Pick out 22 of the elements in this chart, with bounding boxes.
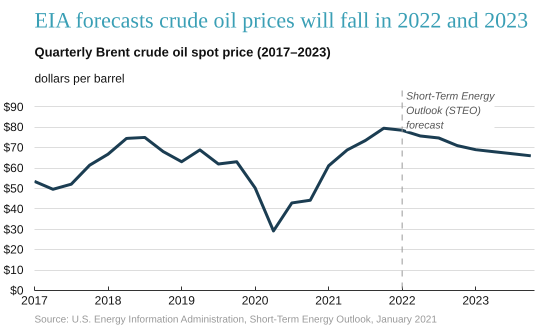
x-tick-label: 2017 bbox=[21, 294, 48, 308]
ref-line-label: Short-Term Energy Outlook (STEO) forecast bbox=[406, 90, 496, 132]
x-tick-label: 2020 bbox=[242, 294, 269, 308]
x-tick-label: 2018 bbox=[94, 294, 122, 308]
y-tick-label: $70 bbox=[3, 140, 24, 155]
chart-title: EIA forecasts crude oil prices will fall in 2022 and 2023 bbox=[34, 8, 528, 32]
y-tick-label: $20 bbox=[3, 242, 24, 257]
y-tick-label: $90 bbox=[3, 100, 24, 114]
y-tick-label: $10 bbox=[3, 263, 24, 278]
y-tick-label: $30 bbox=[3, 222, 24, 236]
y-axis-title: dollars per barrel bbox=[34, 72, 125, 86]
x-tick-label: 2021 bbox=[315, 294, 342, 308]
y-tick-label: $40 bbox=[3, 202, 24, 216]
x-tick-label: 2019 bbox=[168, 294, 196, 308]
x-tick-label: 2023 bbox=[462, 294, 490, 308]
y-tick-label: $50 bbox=[3, 181, 24, 196]
source-note: Source: U.S. Energy Information Administration, Short-Term Energy Outlook, January 2021 bbox=[34, 314, 438, 326]
y-tick-label: $80 bbox=[3, 120, 24, 134]
chart-subtitle: Quarterly Brent crude oil spot price (2017–2023) bbox=[34, 44, 331, 60]
y-tick-label: $60 bbox=[3, 161, 24, 176]
y-tick-label: $0 bbox=[10, 284, 24, 298]
x-tick-label: 2022 bbox=[388, 294, 416, 308]
